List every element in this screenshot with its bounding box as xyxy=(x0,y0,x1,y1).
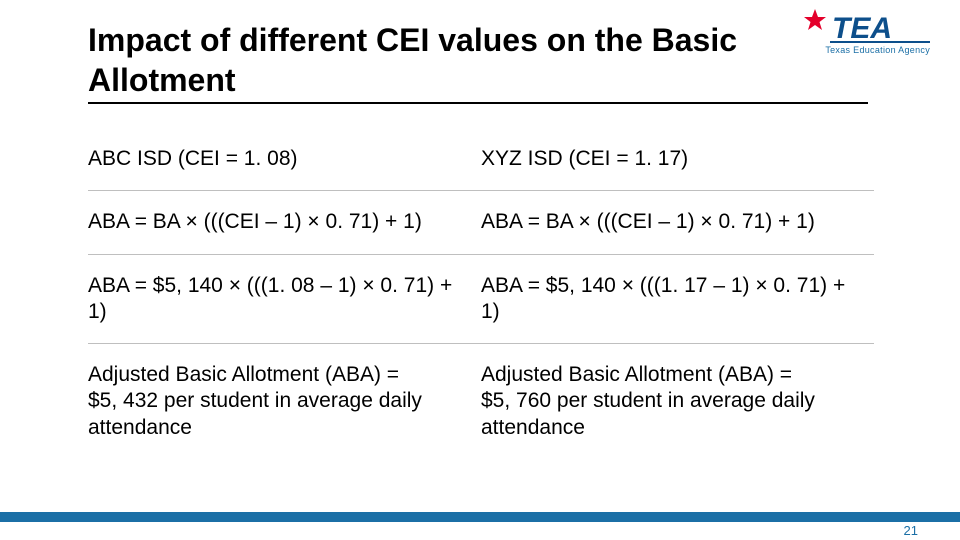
footer-bar xyxy=(0,512,960,522)
slide-title: Impact of different CEI values on the Ba… xyxy=(88,20,808,100)
title-block: Impact of different CEI values on the Ba… xyxy=(88,20,808,104)
table-row: ABC ISD (CEI = 1. 08) XYZ ISD (CEI = 1. … xyxy=(88,128,874,191)
logo-text: TEA xyxy=(832,12,892,44)
abc-result-label: Adjusted Basic Allotment (ABA) = xyxy=(88,362,471,388)
table-row: ABA = $5, 140 × (((1. 08 – 1) × 0. 71) +… xyxy=(88,254,874,344)
cell-xyz-result: Adjusted Basic Allotment (ABA) = $5, 760… xyxy=(481,344,874,459)
logo-caption: Texas Education Agency xyxy=(802,45,930,55)
cell-abc-substituted: ABA = $5, 140 × (((1. 08 – 1) × 0. 71) +… xyxy=(88,254,481,344)
star-icon xyxy=(804,9,826,30)
page-number: 21 xyxy=(904,523,918,538)
tea-logo-svg: TEA xyxy=(802,8,930,44)
cell-abc-result: Adjusted Basic Allotment (ABA) = $5, 432… xyxy=(88,344,481,459)
table-row: ABA = BA × (((CEI – 1) × 0. 71) + 1) ABA… xyxy=(88,191,874,254)
tea-logo: TEA Texas Education Agency xyxy=(802,8,930,58)
xyz-result-value: $5, 760 per student in average daily att… xyxy=(481,388,864,441)
cell-abc-header: ABC ISD (CEI = 1. 08) xyxy=(88,128,481,191)
cell-xyz-header: XYZ ISD (CEI = 1. 17) xyxy=(481,128,874,191)
comparison-table-wrap: ABC ISD (CEI = 1. 08) XYZ ISD (CEI = 1. … xyxy=(88,128,874,459)
comparison-table: ABC ISD (CEI = 1. 08) XYZ ISD (CEI = 1. … xyxy=(88,128,874,459)
abc-result-value: $5, 432 per student in average daily att… xyxy=(88,388,471,441)
title-underline xyxy=(88,102,868,104)
table-row: Adjusted Basic Allotment (ABA) = $5, 432… xyxy=(88,344,874,459)
cell-xyz-substituted: ABA = $5, 140 × (((1. 17 – 1) × 0. 71) +… xyxy=(481,254,874,344)
slide-container: Impact of different CEI values on the Ba… xyxy=(0,0,960,540)
cell-xyz-formula: ABA = BA × (((CEI – 1) × 0. 71) + 1) xyxy=(481,191,874,254)
xyz-result-label: Adjusted Basic Allotment (ABA) = xyxy=(481,362,864,388)
cell-abc-formula: ABA = BA × (((CEI – 1) × 0. 71) + 1) xyxy=(88,191,481,254)
